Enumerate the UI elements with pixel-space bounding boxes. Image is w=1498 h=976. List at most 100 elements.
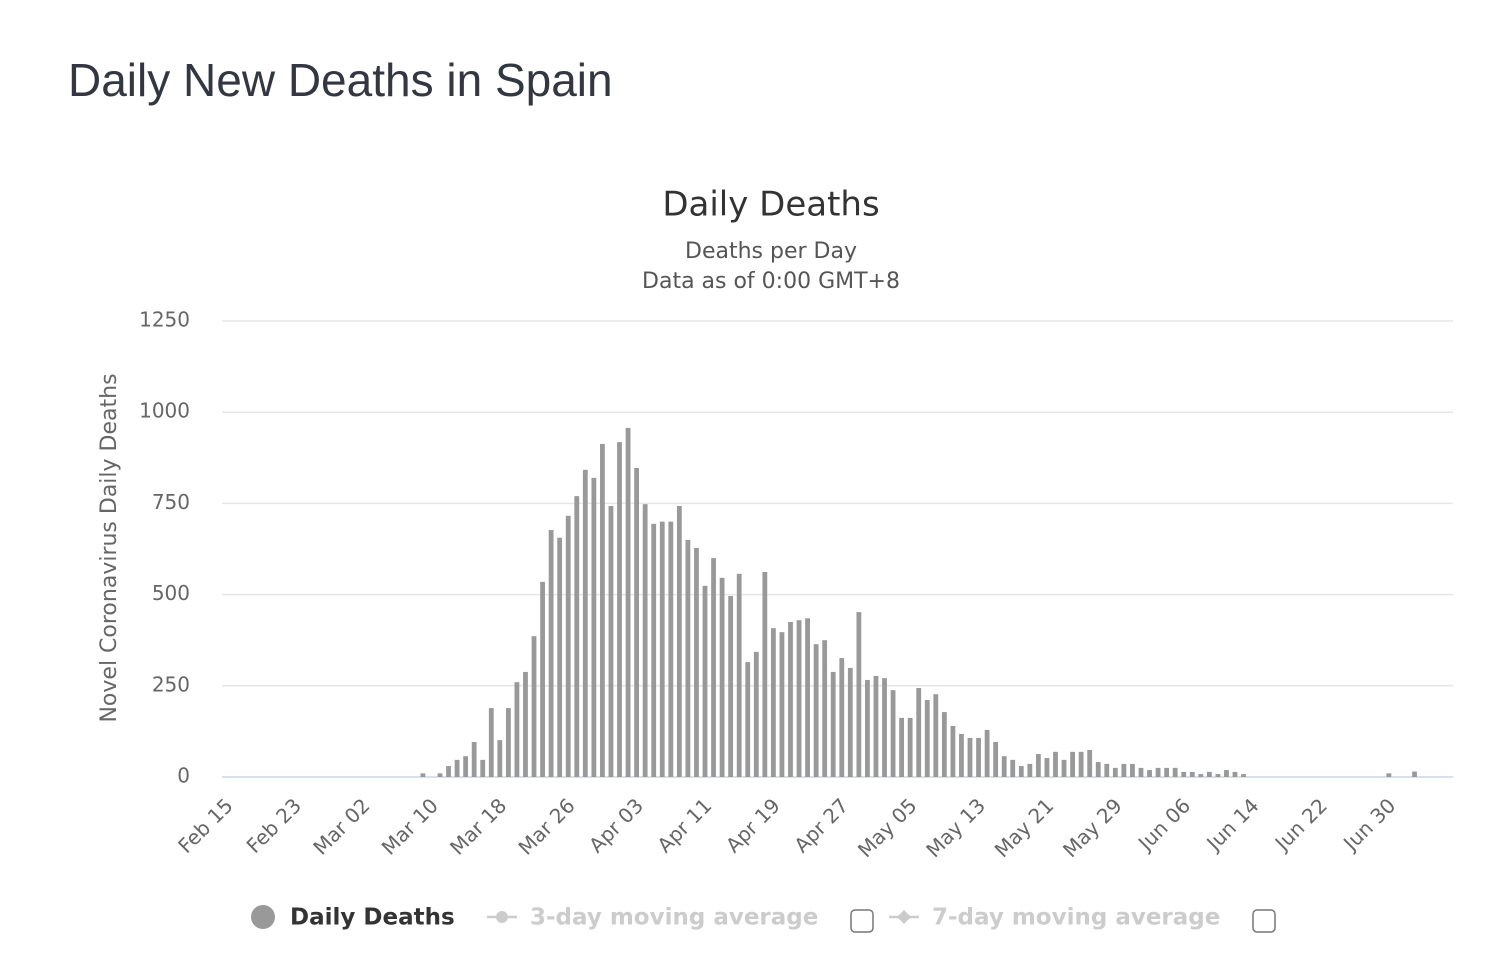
bar (967, 737, 973, 777)
y-tick-label: 1250 (139, 308, 190, 332)
bar (950, 725, 956, 777)
y-tick-label: 500 (152, 581, 190, 605)
bar (719, 577, 725, 777)
x-tick-label: Mar 18 (445, 793, 511, 859)
x-tick-label: Mar 02 (308, 793, 374, 859)
bar (514, 682, 520, 777)
bar (1224, 770, 1229, 777)
x-tick-label: Apr 27 (789, 793, 853, 857)
bar (796, 620, 802, 777)
bar (916, 687, 922, 777)
x-tick-label: Jun 22 (1269, 793, 1332, 856)
bar (1018, 766, 1024, 777)
bar (463, 756, 469, 777)
bar (625, 427, 631, 777)
bar (1164, 767, 1170, 777)
bar (1130, 763, 1135, 777)
bar (839, 658, 845, 777)
bar (813, 644, 819, 777)
x-tick-label: May 13 (921, 793, 990, 862)
bar (471, 741, 477, 777)
bar (728, 596, 734, 777)
bar (420, 773, 426, 777)
bar (907, 717, 913, 777)
bar (505, 708, 511, 777)
bar (694, 547, 699, 777)
bar (959, 733, 964, 777)
bar (642, 504, 648, 777)
bar (770, 628, 776, 777)
x-tick-label: Apr 03 (584, 793, 648, 857)
bar (933, 694, 939, 777)
bar (976, 737, 981, 777)
bar (617, 442, 622, 777)
bar (702, 585, 708, 777)
bar (865, 679, 870, 777)
bar (446, 766, 451, 777)
bar (454, 759, 460, 777)
bar (1206, 771, 1212, 777)
bar (805, 618, 810, 777)
chart-subtitle: Data as of 0:00 GMT+8 (642, 269, 900, 294)
bar (582, 469, 588, 777)
bar (685, 539, 691, 777)
legend-marker[interactable] (251, 905, 275, 929)
bar (1104, 763, 1110, 777)
bar (873, 675, 879, 777)
bar (736, 573, 742, 777)
x-tick-label: Feb 15 (173, 793, 238, 858)
x-tick-label: Apr 11 (652, 793, 716, 857)
bar (1095, 762, 1101, 777)
bar (984, 729, 990, 777)
bar (1232, 771, 1238, 777)
x-tick-label: May 05 (853, 793, 922, 862)
bar (668, 521, 674, 777)
legend-label[interactable]: 7-day moving average (932, 905, 1220, 931)
bar (600, 443, 605, 777)
bar (890, 690, 896, 777)
bar (488, 708, 494, 777)
bar (1010, 759, 1016, 777)
page-heading: Daily New Deaths in Spain (68, 54, 613, 106)
bar (565, 515, 571, 777)
bar (1061, 759, 1067, 777)
bar (591, 477, 597, 777)
bar (941, 712, 947, 777)
x-tick-label: Mar 26 (513, 793, 579, 859)
bar (1078, 751, 1084, 777)
bar (882, 678, 887, 777)
bar (608, 505, 614, 777)
y-tick-label: 0 (177, 764, 190, 788)
bar (1112, 767, 1118, 777)
legend-checkbox[interactable] (1252, 909, 1276, 933)
bar (480, 759, 486, 777)
bar (1241, 774, 1246, 777)
bar (779, 632, 785, 777)
bar (1035, 754, 1041, 777)
bar (711, 558, 716, 777)
chart-subtitle: Deaths per Day (685, 239, 857, 264)
legend-marker[interactable] (897, 910, 911, 924)
legend-label[interactable]: 3-day moving average (530, 905, 818, 931)
bar (899, 717, 905, 777)
bar (1198, 774, 1204, 777)
x-tick-label: Jun 06 (1132, 793, 1195, 856)
legend-label[interactable]: Daily Deaths (290, 905, 455, 931)
bar (1053, 751, 1058, 777)
bar (437, 773, 443, 777)
x-tick-label: Feb 23 (242, 793, 307, 858)
bar (924, 700, 930, 777)
legend-checkbox[interactable] (850, 909, 874, 933)
legend-marker[interactable] (496, 911, 508, 923)
bar (745, 662, 751, 777)
y-axis-label: Novel Coronavirus Daily Deaths (97, 373, 122, 722)
bar (1172, 767, 1178, 777)
bar (1044, 758, 1050, 777)
bar (1138, 767, 1144, 777)
bar (847, 667, 853, 777)
x-tick-label: Mar 10 (377, 793, 443, 859)
bar (574, 496, 580, 777)
bar (540, 581, 545, 777)
